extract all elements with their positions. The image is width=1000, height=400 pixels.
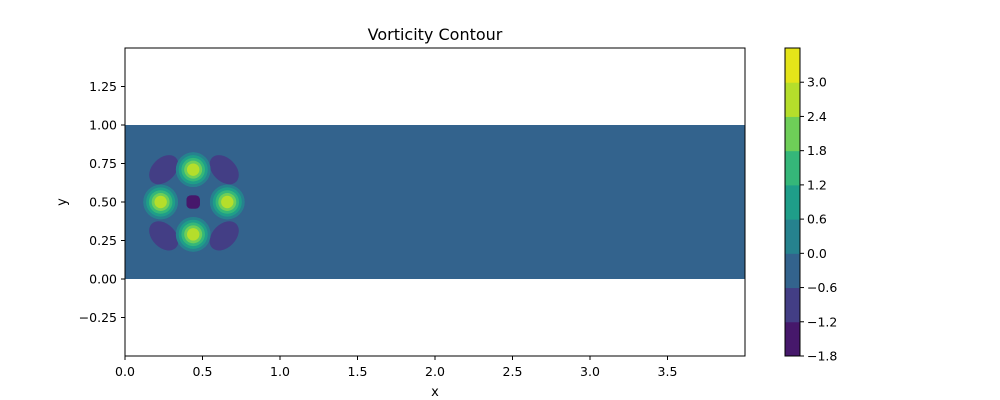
colorbar-tick-label-8: 3.0 (807, 75, 827, 90)
contour-lobe-5 (149, 155, 179, 185)
x-axis: 0.0 0.5 1.0 1.5 2.0 2.5 3.0 3.5 (115, 356, 677, 379)
colorbar-band-2 (785, 253, 800, 289)
contour-lobe-6 (209, 155, 239, 185)
y-axis-label: y (55, 198, 70, 206)
colorbar-band-7 (785, 82, 800, 117)
x-tick-label-5: 2.5 (503, 364, 523, 379)
y-axis: −0.25 0.00 0.25 0.50 0.75 1.00 1.25 (79, 79, 125, 325)
y-tick-label-6: 1.25 (89, 79, 117, 94)
colorbar-tick-label-5: 1.2 (807, 177, 827, 192)
contour-peak-top-3-band-4 (187, 228, 200, 241)
x-tick-label-0: 0.0 (115, 364, 135, 379)
contour-lobe-8 (209, 221, 239, 251)
y-tick-label-0: −0.25 (79, 310, 117, 325)
colorbar-band-1 (785, 287, 800, 323)
x-tick-label-7: 3.5 (658, 364, 678, 379)
contour-features (143, 152, 245, 252)
contour-peak-top-0-band-4 (187, 163, 200, 176)
x-tick-label-1: 0.5 (193, 364, 213, 379)
colorbar-band-0 (785, 321, 800, 357)
y-tick-label-4: 0.75 (89, 156, 117, 171)
colorbar-band-4 (785, 184, 800, 220)
colorbar-band-5 (785, 150, 800, 186)
y-tick-label-3: 0.50 (89, 195, 117, 210)
colorbar-band-6 (785, 116, 800, 152)
y-tick-label-2: 0.25 (89, 233, 117, 248)
x-tick-label-2: 1.0 (270, 364, 290, 379)
y-tick-label-5: 1.00 (89, 118, 117, 133)
colorbar-band-8 (785, 48, 800, 83)
contour-peak-top-2-band-4 (221, 195, 234, 209)
colorbar-tick-label-7: 2.4 (807, 109, 827, 124)
contour-peak-top-1-band-4 (154, 195, 167, 209)
y-tick-label-1: 0.00 (89, 272, 117, 287)
x-tick-label-4: 2.0 (425, 364, 445, 379)
colorbar-tick-label-3: 0.0 (807, 246, 827, 261)
chart-title: Vorticity Contour (368, 25, 503, 44)
colorbar-tick-label-2: −0.6 (807, 280, 837, 295)
x-tick-label-6: 3.0 (580, 364, 600, 379)
colorbar-tick-label-1: −1.2 (807, 314, 837, 329)
contour-lobe-7 (149, 221, 179, 251)
colorbar-band-3 (785, 219, 800, 254)
colorbar-tick-label-0: −1.8 (807, 349, 837, 364)
plot-area (125, 125, 745, 279)
contour-trough-top-0 (186, 195, 200, 209)
x-axis-label: x (431, 385, 439, 400)
colorbar-frame (784, 47, 801, 357)
colorbar: −1.8 −1.2 −0.6 0.0 0.6 1.2 1.8 2.4 3.0 (784, 47, 837, 364)
colorbar-tick-label-6: 1.8 (807, 143, 827, 158)
colorbar-tick-label-4: 0.6 (807, 212, 827, 227)
x-tick-label-3: 1.5 (348, 364, 368, 379)
